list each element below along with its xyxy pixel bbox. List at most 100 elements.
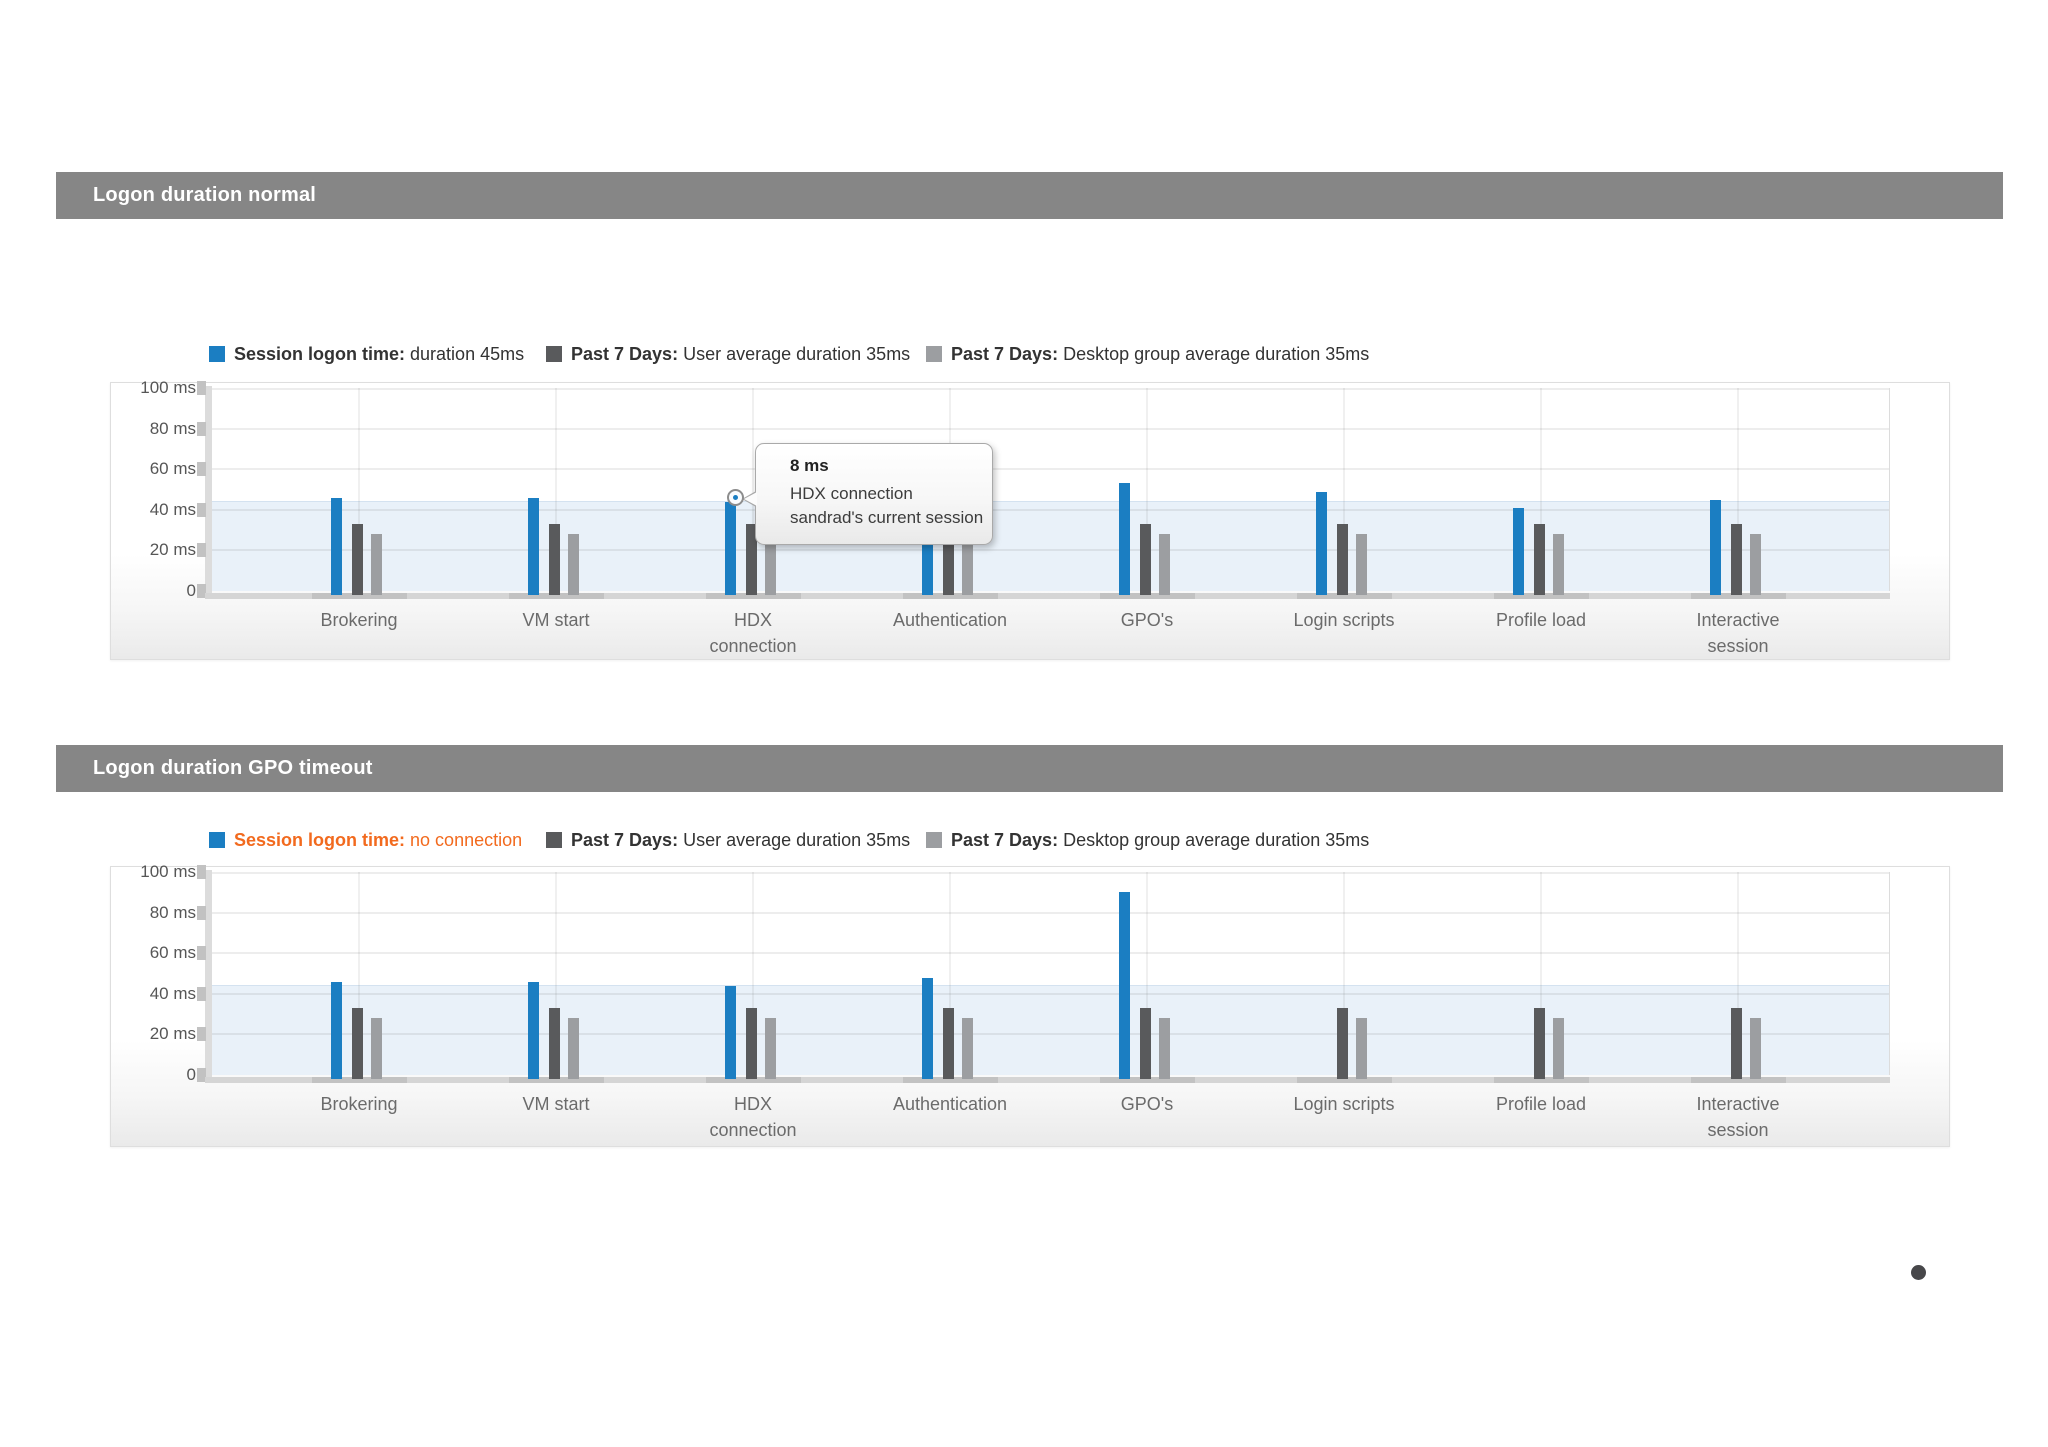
x-axis-category-label: Authentication (892, 610, 1008, 630)
y-axis-tick-label: 80 ms (149, 903, 196, 922)
bar-past7days-group-avg[interactable] (1356, 534, 1367, 595)
legend-item-past7days-group-avg: Past 7 Days: Desktop group average durat… (926, 343, 1369, 365)
bar-session-logon-time[interactable] (528, 498, 539, 595)
x-axis-category-label: GPO's (1120, 610, 1174, 630)
bar-past7days-group-avg[interactable] (1553, 1018, 1564, 1079)
y-axis-tick (197, 1027, 206, 1041)
bar-past7days-group-avg[interactable] (371, 534, 382, 595)
y-axis-tick (197, 543, 206, 557)
legend-item-past7days-user-avg: Past 7 Days: User average duration 35ms (546, 343, 910, 365)
bar-past7days-user-avg[interactable] (352, 524, 363, 595)
bar-session-logon-time[interactable] (922, 496, 933, 595)
y-axis-tick (197, 503, 206, 517)
bar-past7days-user-avg[interactable] (1534, 1008, 1545, 1079)
legend-item-session-logon-time: Session logon time: no connection (209, 829, 522, 851)
x-axis-category-label: Interactive session (1696, 610, 1780, 656)
y-axis-tick (197, 462, 206, 476)
bar-past7days-group-avg[interactable] (962, 1018, 973, 1079)
bar-past7days-group-avg[interactable] (1750, 534, 1761, 595)
bar-past7days-user-avg[interactable] (1731, 1008, 1742, 1079)
section-title: Logon duration GPO timeout (93, 757, 373, 779)
bar-past7days-user-avg[interactable] (943, 1008, 954, 1079)
bar-past7days-user-avg[interactable] (549, 524, 560, 595)
bar-past7days-group-avg[interactable] (1159, 1018, 1170, 1079)
x-axis-segment (509, 593, 604, 599)
legend-label-bold: Past 7 Days: (571, 830, 679, 850)
y-axis-tick-label: 100 ms (140, 378, 196, 397)
bar-past7days-group-avg[interactable] (1356, 1018, 1367, 1079)
bar-session-logon-time[interactable] (725, 502, 736, 595)
bar-session-logon-time[interactable] (1119, 483, 1130, 595)
gridline-vertical (752, 872, 754, 1075)
x-axis-category-label: Interactive session (1696, 1094, 1780, 1140)
x-axis-segment (1691, 593, 1786, 599)
x-axis-segment (312, 1077, 407, 1083)
y-axis-tick-label: 100 ms (140, 862, 196, 881)
gridline-horizontal (212, 388, 1889, 390)
x-axis-segment (1691, 1077, 1786, 1083)
bar-session-logon-time[interactable] (1513, 508, 1524, 595)
y-axis-tick (197, 422, 206, 436)
chart-plot-area (212, 388, 1890, 595)
bar-past7days-group-avg[interactable] (568, 534, 579, 595)
x-axis-category-label: GPO's (1120, 1094, 1174, 1114)
section-title: Logon duration normal (93, 184, 317, 206)
bar-session-logon-time[interactable] (1710, 500, 1721, 595)
y-axis-tick (197, 946, 206, 960)
x-axis-category-label: Brokering (320, 610, 398, 630)
bar-past7days-group-avg[interactable] (765, 534, 776, 595)
y-axis-tick-label: 0 (186, 581, 196, 600)
bar-past7days-user-avg[interactable] (746, 1008, 757, 1079)
gridline-vertical (555, 388, 557, 591)
section-header-logon-duration-normal: Logon duration normal (56, 172, 2003, 219)
y-axis-tick (197, 865, 206, 879)
y-axis-tick-label: 60 ms (149, 459, 196, 478)
bar-past7days-group-avg[interactable] (568, 1018, 579, 1079)
gridline-horizontal (212, 509, 1889, 511)
legend-label-bold: Past 7 Days: (571, 344, 679, 364)
x-axis-category-label: Profile load (1495, 610, 1587, 630)
x-axis-category-label: HDX connection (709, 610, 797, 656)
bar-past7days-user-avg[interactable] (1337, 1008, 1348, 1079)
bar-session-logon-time[interactable] (331, 982, 342, 1079)
x-axis-category-label: HDX connection (709, 1094, 797, 1140)
y-axis-tick (197, 584, 206, 598)
x-axis-segment (1297, 1077, 1392, 1083)
bar-session-logon-time[interactable] (331, 498, 342, 595)
x-axis-segment (1297, 593, 1392, 599)
bar-session-logon-time[interactable] (1119, 892, 1130, 1079)
bar-past7days-user-avg[interactable] (1140, 524, 1151, 595)
gridline-horizontal (212, 428, 1889, 430)
threshold-band (212, 985, 1889, 1075)
x-axis-category-label: Profile load (1495, 1094, 1587, 1114)
bar-past7days-user-avg[interactable] (943, 524, 954, 595)
bar-past7days-user-avg[interactable] (352, 1008, 363, 1079)
bar-session-logon-time[interactable] (528, 982, 539, 1079)
bar-past7days-user-avg[interactable] (1731, 524, 1742, 595)
bar-past7days-user-avg[interactable] (1337, 524, 1348, 595)
bar-past7days-user-avg[interactable] (1140, 1008, 1151, 1079)
x-axis-segment (1494, 593, 1589, 599)
bar-past7days-group-avg[interactable] (962, 534, 973, 595)
bar-past7days-group-avg[interactable] (1750, 1018, 1761, 1079)
x-axis-category-label: VM start (522, 1094, 590, 1114)
bar-session-logon-time[interactable] (1316, 492, 1327, 595)
gridline-vertical (1737, 388, 1739, 591)
bar-session-logon-time[interactable] (922, 978, 933, 1079)
bar-past7days-group-avg[interactable] (1159, 534, 1170, 595)
y-axis-tick (197, 987, 206, 1001)
bar-past7days-user-avg[interactable] (1534, 524, 1545, 595)
legend-label-rest: no connection (405, 830, 523, 850)
bar-past7days-user-avg[interactable] (549, 1008, 560, 1079)
bar-session-logon-time[interactable] (725, 986, 736, 1079)
bar-past7days-group-avg[interactable] (765, 1018, 776, 1079)
gridline-horizontal (212, 952, 1889, 954)
x-axis-segment (903, 593, 998, 599)
bar-past7days-group-avg[interactable] (371, 1018, 382, 1079)
bar-past7days-user-avg[interactable] (746, 524, 757, 595)
y-axis-tick (197, 1068, 206, 1082)
legend-swatch (926, 832, 942, 848)
bar-past7days-group-avg[interactable] (1553, 534, 1564, 595)
threshold-band (212, 501, 1889, 591)
